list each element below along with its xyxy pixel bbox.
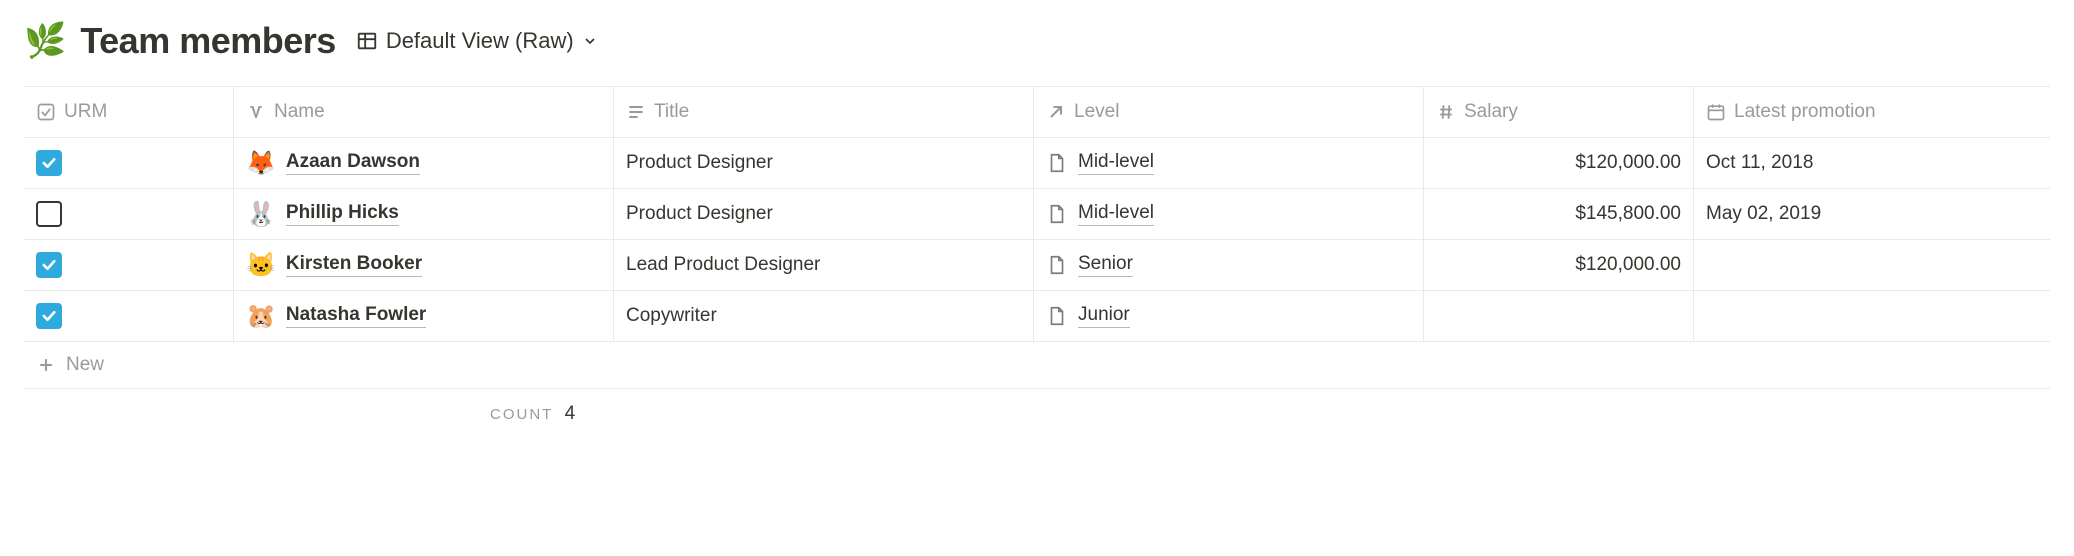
date-property-icon — [1706, 102, 1726, 122]
count-aggregate[interactable]: COUNT 4 — [234, 403, 575, 425]
column-label: Salary — [1464, 101, 1518, 123]
column-label: Name — [274, 101, 325, 123]
cell-level[interactable]: Senior — [1034, 240, 1424, 290]
page-header: 🌿 Team members Default View (Raw) — [24, 20, 2050, 62]
urm-checkbox[interactable] — [36, 303, 62, 329]
cell-name[interactable]: 🐹 Natasha Fowler — [234, 291, 614, 341]
page-icon — [1046, 152, 1068, 174]
cell-name[interactable]: 🦊 Azaan Dawson — [234, 138, 614, 188]
page-title[interactable]: Team members — [80, 20, 335, 62]
number-property-icon — [1436, 102, 1456, 122]
column-label: Title — [654, 101, 689, 123]
column-header-title[interactable]: Title — [614, 87, 1034, 137]
row-title-text: Lead Product Designer — [626, 254, 820, 276]
plus-icon — [36, 355, 56, 375]
urm-checkbox[interactable] — [36, 201, 62, 227]
cell-urm[interactable] — [24, 291, 234, 341]
cell-salary[interactable]: $145,800.00 — [1424, 189, 1694, 239]
column-label: Latest promotion — [1734, 101, 1876, 123]
urm-checkbox[interactable] — [36, 252, 62, 278]
text-property-icon — [626, 102, 646, 122]
column-header-name[interactable]: Name — [234, 87, 614, 137]
checkbox-property-icon — [36, 102, 56, 122]
count-value: 4 — [565, 403, 576, 424]
cell-name[interactable]: 🐰 Phillip Hicks — [234, 189, 614, 239]
cell-salary[interactable]: $120,000.00 — [1424, 138, 1694, 188]
cell-salary[interactable] — [1424, 291, 1694, 341]
cell-latest-promotion[interactable] — [1694, 240, 2074, 290]
cell-urm[interactable] — [24, 138, 234, 188]
cell-latest-promotion[interactable]: Oct 11, 2018 — [1694, 138, 2074, 188]
cell-urm[interactable] — [24, 240, 234, 290]
cell-title[interactable]: Lead Product Designer — [614, 240, 1034, 290]
column-header-urm[interactable]: URM — [24, 87, 234, 137]
table-footer: COUNT 4 — [24, 389, 2050, 425]
row-level-text: Mid-level — [1078, 151, 1154, 175]
column-label: Level — [1074, 101, 1119, 123]
table-row[interactable]: 🦊 Azaan Dawson Product Designer Mid-level $1… — [24, 138, 2050, 189]
row-salary-text: $120,000.00 — [1575, 254, 1681, 276]
row-level-text: Junior — [1078, 304, 1130, 328]
cell-latest-promotion[interactable] — [1694, 291, 2074, 341]
row-emoji-icon: 🦊 — [246, 149, 276, 178]
cell-level[interactable]: Mid-level — [1034, 138, 1424, 188]
row-promo-text: May 02, 2019 — [1706, 203, 1821, 225]
page-icon-plant[interactable]: 🌿 — [24, 24, 66, 58]
column-header-salary[interactable]: Salary — [1424, 87, 1694, 137]
view-picker[interactable]: Default View (Raw) — [350, 24, 604, 58]
row-level-text: Mid-level — [1078, 202, 1154, 226]
page-icon — [1046, 203, 1068, 225]
table-view-icon — [356, 30, 378, 52]
cell-level[interactable]: Mid-level — [1034, 189, 1424, 239]
table-header-row: URM Name Title Level Salary — [24, 86, 2050, 138]
row-salary-text: $145,800.00 — [1575, 203, 1681, 225]
row-title-text: Product Designer — [626, 203, 773, 225]
table-row[interactable]: 🐰 Phillip Hicks Product Designer Mid-level $… — [24, 189, 2050, 240]
table-row[interactable]: 🐱 Kirsten Booker Lead Product Designer Seni… — [24, 240, 2050, 291]
relation-property-icon — [1046, 102, 1066, 122]
column-header-latest-promotion[interactable]: Latest promotion — [1694, 87, 2074, 137]
row-name-text: Kirsten Booker — [286, 253, 422, 277]
row-name-text: Natasha Fowler — [286, 304, 426, 328]
row-name-text: Phillip Hicks — [286, 202, 399, 226]
count-label: COUNT — [490, 406, 553, 423]
cell-salary[interactable]: $120,000.00 — [1424, 240, 1694, 290]
page-icon — [1046, 305, 1068, 327]
row-emoji-icon: 🐱 — [246, 251, 276, 280]
column-header-level[interactable]: Level — [1034, 87, 1424, 137]
row-emoji-icon: 🐹 — [246, 302, 276, 331]
title-property-icon — [246, 102, 266, 122]
row-level-text: Senior — [1078, 253, 1133, 277]
row-title-text: Copywriter — [626, 305, 717, 327]
table-row[interactable]: 🐹 Natasha Fowler Copywriter Junior — [24, 291, 2050, 342]
cell-latest-promotion[interactable]: May 02, 2019 — [1694, 189, 2074, 239]
row-emoji-icon: 🐰 — [246, 200, 276, 229]
cell-name[interactable]: 🐱 Kirsten Booker — [234, 240, 614, 290]
cell-title[interactable]: Product Designer — [614, 189, 1034, 239]
row-promo-text: Oct 11, 2018 — [1706, 152, 1813, 174]
page-icon — [1046, 254, 1068, 276]
cell-urm[interactable] — [24, 189, 234, 239]
row-title-text: Product Designer — [626, 152, 773, 174]
urm-checkbox[interactable] — [36, 150, 62, 176]
chevron-down-icon — [582, 33, 598, 49]
cell-title[interactable]: Copywriter — [614, 291, 1034, 341]
cell-title[interactable]: Product Designer — [614, 138, 1034, 188]
database-table: URM Name Title Level Salary — [24, 86, 2050, 389]
column-label: URM — [64, 101, 107, 123]
cell-level[interactable]: Junior — [1034, 291, 1424, 341]
new-row-button[interactable]: New — [24, 342, 2050, 389]
new-row-label: New — [66, 354, 104, 376]
row-name-text: Azaan Dawson — [286, 151, 420, 175]
view-picker-label: Default View (Raw) — [386, 28, 574, 54]
row-salary-text: $120,000.00 — [1575, 152, 1681, 174]
